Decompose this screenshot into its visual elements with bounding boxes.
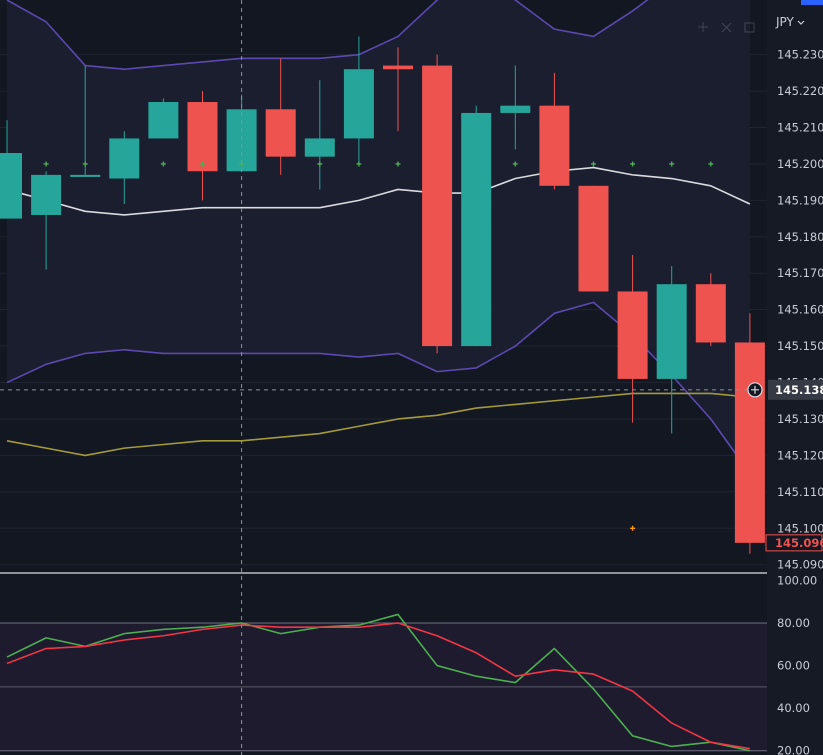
oscillator-panel[interactable] — [0, 574, 767, 755]
candle — [422, 54, 453, 354]
candle-body — [187, 102, 218, 172]
candle-body — [383, 65, 413, 70]
candle-body — [422, 65, 453, 347]
bollinger-basis-line — [6, 166, 751, 216]
candle — [148, 98, 179, 139]
candle — [187, 91, 218, 201]
last-price-tag — [765, 534, 823, 552]
maximize-icon[interactable] — [744, 22, 755, 33]
oscillator-tick-label: 20.00 — [777, 744, 810, 755]
candle-body — [304, 138, 335, 157]
candle — [500, 65, 531, 150]
price-tick-label: 145.090 — [777, 558, 823, 572]
crosshair-price-tag — [768, 379, 823, 400]
candle — [578, 185, 609, 292]
candle-body — [617, 291, 648, 379]
crosshair-overlay — [0, 0, 767, 755]
signal-marker — [356, 161, 362, 167]
price-tick-label: 145.160 — [777, 303, 823, 317]
candle-body — [500, 105, 531, 113]
signal-marker — [630, 161, 636, 167]
oscillator-tick-label: 80.00 — [777, 616, 810, 630]
candle — [0, 120, 22, 219]
signal-marker — [200, 161, 205, 167]
candle-body — [31, 174, 62, 215]
oscillator-tick-label: 60.00 — [777, 659, 810, 673]
price-tick-label: 145.110 — [777, 485, 823, 499]
price-tick-label: 145.100 — [777, 521, 823, 535]
stoch-k-line — [6, 613, 751, 752]
price-panel[interactable] — [0, 0, 823, 574]
accent-marker — [801, 0, 823, 5]
candle-body — [343, 69, 374, 139]
candle-body — [70, 174, 101, 177]
chevron-down-icon[interactable] — [797, 20, 805, 25]
signal-marker — [43, 161, 49, 167]
candle — [617, 255, 648, 423]
signal-marker — [512, 161, 518, 167]
price-tick-label: 145.220 — [777, 84, 823, 98]
last-price-label: 145.096 — [775, 536, 823, 550]
candle — [695, 273, 726, 347]
oscillator-axis[interactable]: 100.00 80.00 60.00 40.00 20.00 — [777, 573, 817, 755]
candle-body — [695, 284, 726, 343]
signal-marker-orange — [630, 525, 636, 531]
candle-body — [539, 105, 570, 186]
candle — [31, 171, 62, 270]
price-tick-label: 145.130 — [777, 412, 823, 426]
signal-marker — [395, 161, 401, 167]
axis-bg — [767, 0, 823, 755]
price-tick-label: 145.200 — [777, 157, 823, 171]
signal-marker — [160, 161, 166, 167]
signal-marker — [82, 161, 88, 167]
window-controls — [698, 22, 755, 33]
signal-marker — [591, 161, 596, 167]
candle — [383, 47, 413, 132]
add-alert-plus — [751, 385, 759, 394]
price-axis[interactable]: 145.230 145.220 145.210 145.200 145.190 145.1… — [765, 0, 823, 755]
add-alert-icon[interactable] — [747, 382, 763, 398]
currency-label[interactable]: JPY — [775, 15, 795, 29]
candle-body — [265, 109, 296, 157]
price-tick-label: 145.210 — [777, 121, 823, 135]
oscillator-tick-label: 100.00 — [777, 573, 817, 587]
plus-icon[interactable] — [698, 22, 708, 32]
price-tick-label: 145.120 — [777, 448, 823, 462]
price-tick-label: 145.170 — [777, 266, 823, 280]
candle — [304, 80, 335, 190]
candle — [539, 72, 570, 190]
candle-body — [148, 102, 179, 139]
candle — [109, 131, 140, 205]
candle-body — [0, 153, 22, 219]
candle — [70, 65, 101, 177]
candle — [343, 36, 374, 164]
candle — [265, 58, 296, 175]
bollinger-upper-line — [6, 0, 649, 71]
signal-marker — [669, 161, 675, 167]
slow-ma-line — [6, 392, 750, 457]
candle — [734, 313, 765, 554]
signal-marker — [317, 161, 323, 167]
candle-body — [109, 138, 140, 179]
price-tick-label: 145.190 — [777, 193, 823, 207]
candle — [461, 105, 492, 347]
candle-body — [656, 284, 687, 379]
price-tick-label: 145.150 — [777, 339, 823, 353]
price-tick-label: 145.230 — [777, 48, 823, 62]
candle-body — [461, 112, 492, 347]
crosshair-price-label: 145.138 — [775, 383, 823, 397]
candle — [656, 265, 687, 434]
close-icon[interactable] — [721, 22, 732, 33]
candle-body — [578, 185, 609, 292]
candle-body — [734, 342, 765, 543]
oscillator-tick-label: 40.00 — [777, 701, 810, 715]
signal-marker — [708, 161, 714, 167]
price-tick-label: 145.180 — [777, 230, 823, 244]
stoch-d-line — [6, 622, 751, 750]
